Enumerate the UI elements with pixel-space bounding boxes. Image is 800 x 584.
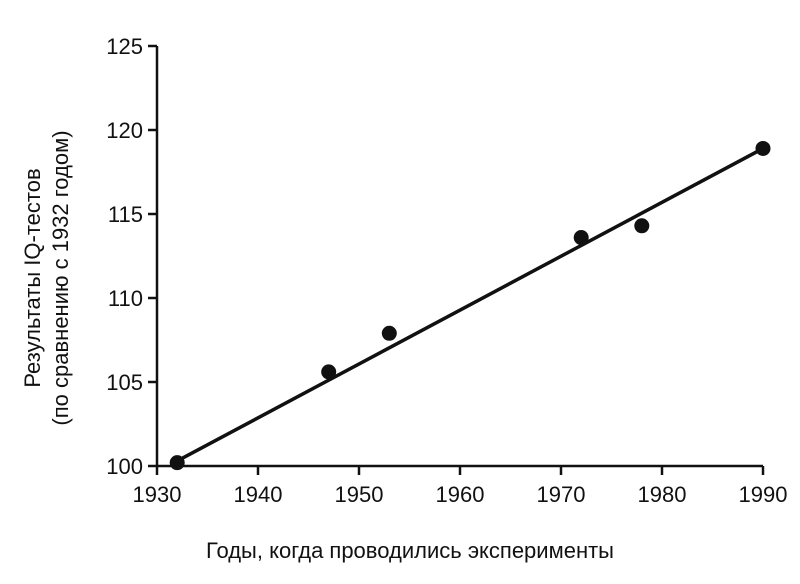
y-tick-label: 125: [106, 34, 143, 59]
x-tick-label: 1950: [335, 482, 384, 507]
x-tick-label: 1990: [739, 482, 788, 507]
y-tick-label: 115: [108, 202, 143, 227]
marks: [169, 140, 771, 471]
y-tick-label: 105: [106, 370, 143, 395]
data-point: [321, 364, 337, 380]
data-point: [634, 218, 650, 234]
data-point: [381, 325, 397, 341]
y-axis-title-line-2: (по сравнению с 1932 годом): [48, 130, 73, 425]
y-axis-title-line-1: Результаты IQ-тестов: [20, 168, 45, 387]
axes: [155, 46, 763, 468]
x-tick-label: 1940: [234, 482, 283, 507]
x-tick-label: 1980: [638, 482, 687, 507]
x-tick-label: 1960: [436, 482, 485, 507]
trend-line: [176, 146, 764, 463]
data-point: [573, 230, 589, 246]
data-point: [755, 140, 771, 156]
y-tick-label: 120: [106, 118, 143, 143]
data-point: [169, 455, 185, 471]
y-axis-title: Результаты IQ-тестов (по сравнению с 193…: [20, 130, 73, 425]
y-tick-label: 100: [106, 454, 143, 479]
x-axis-title: Годы, когда проводились эксперименты: [206, 538, 614, 563]
ticks: 100 105 110 115 120 125 1930 1940 1950 1960 1970 19…: [106, 34, 787, 507]
x-tick-label: 1930: [133, 482, 182, 507]
x-tick-label: 1970: [537, 482, 586, 507]
y-tick-label: 110: [108, 286, 143, 311]
